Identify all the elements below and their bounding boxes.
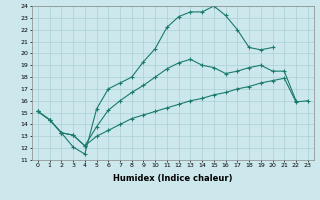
X-axis label: Humidex (Indice chaleur): Humidex (Indice chaleur) — [113, 174, 233, 183]
